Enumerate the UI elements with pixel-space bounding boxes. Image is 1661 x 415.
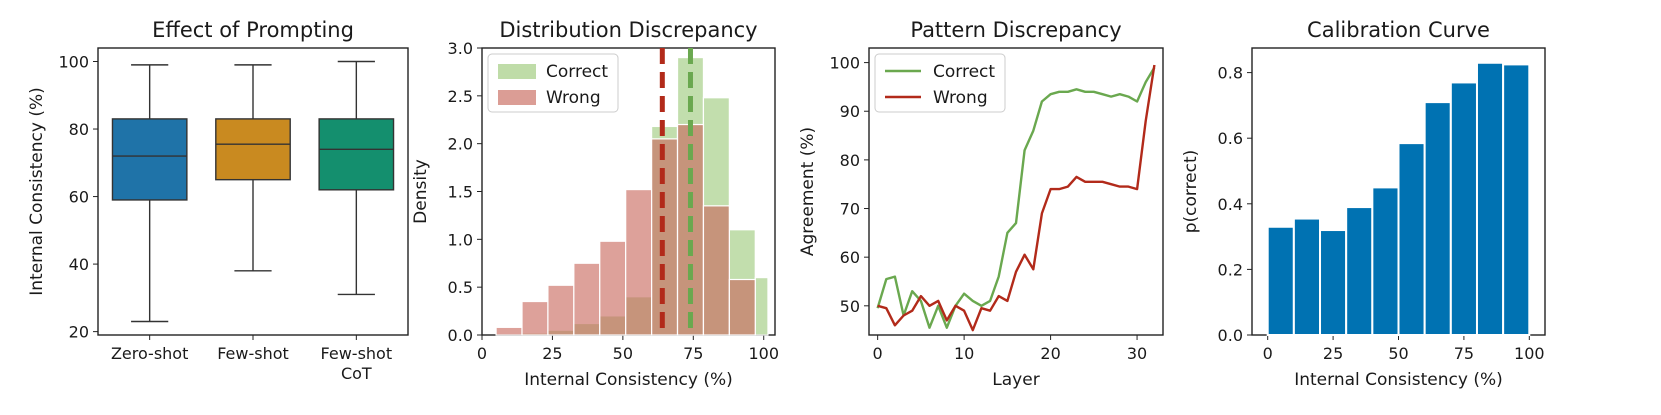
y-tick-label: 40 (69, 255, 89, 274)
x-tick-label: Few-shot (321, 344, 393, 363)
calibration-bar (1371, 186, 1400, 336)
calibration-bar (1292, 217, 1322, 336)
x-tick-label: 100 (748, 344, 779, 363)
hist-bar (573, 262, 601, 336)
y-tick-label: 0.0 (1218, 326, 1243, 345)
hist-bar (521, 300, 549, 336)
hist-bar (547, 284, 575, 336)
legend-label: Correct (546, 62, 608, 82)
chart-title: Effect of Prompting (152, 18, 354, 42)
x-tick-label: 0 (1263, 344, 1273, 363)
y-tick-label: 1.0 (448, 230, 473, 249)
hist-bar (728, 278, 756, 336)
y-tick-label: 80 (69, 120, 89, 139)
hist-bar (599, 240, 627, 336)
legend-label: Correct (933, 62, 995, 82)
y-tick-label: 90 (840, 102, 860, 121)
legend-label: Wrong (933, 88, 988, 108)
x-tick-label: 50 (613, 344, 633, 363)
chart-title: Pattern Discrepancy (910, 18, 1121, 42)
x-tick-label: 50 (1388, 344, 1408, 363)
calibration-bar (1502, 63, 1531, 337)
box-body (111, 118, 188, 201)
y-tick-label: 2.5 (448, 87, 473, 106)
x-axis-label: Internal Consistency (%) (524, 370, 733, 390)
y-axis-label: Density (411, 159, 431, 224)
y-tick-label: 50 (840, 297, 860, 316)
hist-bar (754, 277, 769, 336)
x-tick-label: 25 (542, 344, 562, 363)
x-tick-label: 20 (1040, 344, 1060, 363)
y-tick-label: 70 (840, 200, 860, 219)
y-tick-label: 20 (69, 323, 89, 342)
y-axis-label: Internal Consistency (%) (27, 87, 47, 296)
chart-title: Distribution Discrepancy (499, 18, 757, 42)
calibration-bar (1449, 81, 1478, 336)
x-tick-label: Few-shot (217, 344, 289, 363)
y-tick-label: 60 (69, 188, 89, 207)
y-tick-label: 3.0 (448, 39, 473, 58)
x-axis-label: Internal Consistency (%) (1294, 370, 1503, 390)
calibration-bar (1475, 61, 1505, 336)
x-tick-label: Zero-shot (111, 344, 188, 363)
calibration-panel: Calibration Curve p(correct) Internal Cons… (1181, 18, 1546, 390)
series-line-wrong (877, 64, 1156, 332)
y-axis-label: Agreement (%) (798, 127, 818, 256)
box-plot-panel: Effect of Prompting Internal Consistency … (27, 18, 409, 383)
x-tick-label: 75 (1454, 344, 1474, 363)
chart-title: Calibration Curve (1307, 18, 1490, 42)
hist-bar (625, 188, 653, 336)
box-2: Few-shot (215, 64, 291, 363)
legend-label: Wrong (546, 88, 601, 108)
line-panel: Pattern Discrepancy Agreement (%) Layer 50 6… (798, 18, 1164, 390)
calibration-bar (1319, 229, 1348, 336)
y-tick-label: 0.2 (1218, 260, 1243, 279)
y-tick-label: 0.5 (448, 278, 473, 297)
calibration-bar (1423, 101, 1452, 337)
y-tick-label: 1.5 (448, 183, 473, 202)
calibration-bar (1397, 142, 1426, 336)
y-tick-label: 100 (58, 53, 89, 72)
hist-bar (702, 205, 730, 336)
y-tick-label: 0.6 (1218, 129, 1243, 148)
hist-bar (495, 326, 523, 336)
y-tick-label: 0.8 (1218, 64, 1243, 83)
plot-frame (868, 47, 1164, 336)
x-tick-label-line2: CoT (341, 364, 372, 383)
x-tick-label: 30 (1127, 344, 1147, 363)
x-tick-label: 0 (477, 344, 487, 363)
y-tick-label: 2.0 (448, 135, 473, 154)
series-line-correct (876, 66, 1156, 329)
legend-swatch (498, 64, 536, 79)
y-tick-label: 80 (840, 151, 860, 170)
y-tick-label: 60 (840, 248, 860, 267)
x-tick-label: 25 (1323, 344, 1343, 363)
box-body (215, 118, 291, 181)
y-axis-label: p(correct) (1181, 150, 1201, 234)
box-body (318, 118, 395, 191)
y-tick-label: 100 (829, 54, 860, 73)
legend-swatch (498, 90, 536, 105)
y-tick-label: 0.4 (1218, 195, 1243, 214)
x-tick-label: 100 (1514, 344, 1545, 363)
y-tick-label: 0.0 (448, 326, 473, 345)
x-axis-label: Layer (992, 370, 1039, 390)
calibration-bar (1266, 225, 1295, 336)
x-tick-label: 0 (873, 344, 883, 363)
box-1: Zero-shot (111, 64, 188, 363)
x-tick-label: 10 (954, 344, 974, 363)
x-tick-label: 75 (683, 344, 703, 363)
histogram-panel: Distribution Discrepancy Density Internal … (411, 18, 779, 390)
calibration-bar (1345, 206, 1374, 336)
